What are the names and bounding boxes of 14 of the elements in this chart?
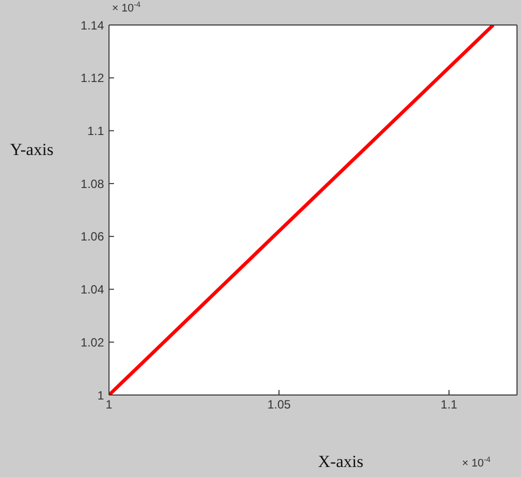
y-tick-label: 1.02 [80, 335, 104, 350]
y-tick-label: 1.1 [87, 124, 104, 138]
x-axis-title: X-axis [318, 452, 364, 472]
y-axis-title: Y-axis [10, 140, 54, 160]
text: × 10$^{-4}$ [112, 0, 141, 15]
x-tick-label: 1.05 [267, 398, 291, 412]
y-tick-label: 1.08 [80, 176, 104, 191]
y-tick-label: 1.06 [80, 230, 104, 244]
y-tick-label: 1 [97, 388, 104, 402]
y-tick-label: 1.12 [80, 71, 104, 86]
text: × 10$^{-4}$ [462, 455, 491, 470]
y-tick-label: 1.14 [80, 18, 104, 32]
y-tick-label: 1.04 [80, 282, 104, 297]
x-tick-label: 1.1 [440, 398, 458, 412]
